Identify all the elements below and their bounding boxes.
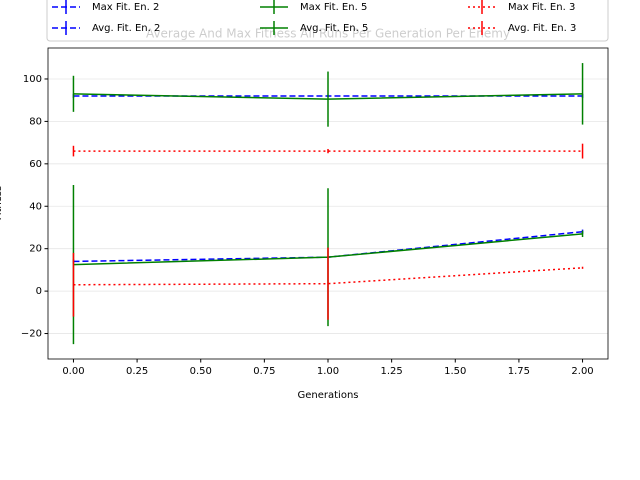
y-tick-label: 100 xyxy=(23,74,42,85)
legend: Max Fit. En. 2 Avg. Fit. En. 2 Max Fit. En… xyxy=(46,0,609,42)
plot-frame xyxy=(47,47,609,360)
x-tick-label: 2.00 xyxy=(571,366,593,377)
x-tick-label: 1.75 xyxy=(508,366,530,377)
y-tick-label: −20 xyxy=(21,329,42,340)
legend-label: Max Fit. En. 5 xyxy=(300,2,367,13)
x-tick-label: 1.25 xyxy=(381,366,403,377)
x-tick-label: 1.00 xyxy=(317,366,339,377)
x-tick-label: 0.25 xyxy=(126,366,148,377)
y-axis-label: Fitness xyxy=(0,186,4,221)
x-tick-label: 0.75 xyxy=(253,366,275,377)
y-tick-label: 80 xyxy=(29,116,42,127)
legend-label: Avg. Fit. En. 5 xyxy=(300,23,368,34)
legend-label: Max Fit. En. 3 xyxy=(508,2,575,13)
y-tick-label: 0 xyxy=(36,286,42,297)
legend-box xyxy=(46,0,609,42)
x-tick-label: 0.50 xyxy=(190,366,212,377)
x-tick-label: 1.50 xyxy=(444,366,466,377)
y-tick-label: 60 xyxy=(29,159,42,170)
y-tick-label: 20 xyxy=(29,244,42,255)
legend-label: Avg. Fit. En. 3 xyxy=(508,23,576,34)
x-tick-label: 0.00 xyxy=(62,366,84,377)
legend-label: Avg. Fit. En. 2 xyxy=(92,23,160,34)
legend-label: Max Fit. En. 2 xyxy=(92,2,159,13)
x-axis-label: Generations xyxy=(298,390,359,401)
y-tick-label: 40 xyxy=(29,201,42,212)
